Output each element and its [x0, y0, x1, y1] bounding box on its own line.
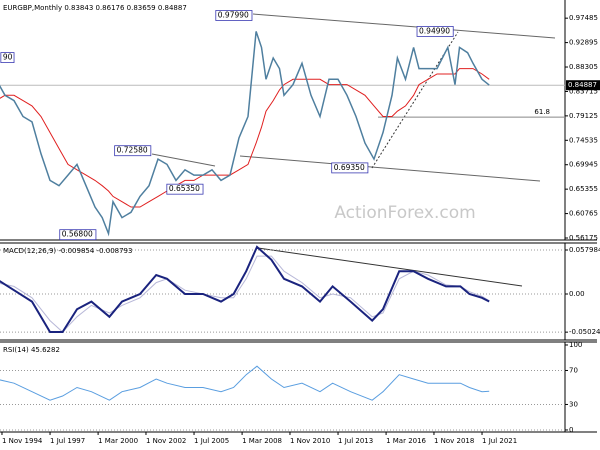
y-tick-label: 0.56175 [569, 234, 598, 242]
annotation-label: 90 [3, 53, 13, 62]
y-tick-label: 0.00 [569, 290, 585, 298]
x-tick-label: 1 Nov 2018 [434, 437, 474, 445]
trend-line [252, 13, 556, 39]
x-tick-label: 1 Mar 2000 [98, 437, 138, 445]
trend-line [371, 31, 459, 169]
y-tick-label: 0.65355 [569, 185, 598, 193]
x-tick-label: 1 Jul 1997 [50, 437, 85, 445]
trend-line [151, 153, 216, 167]
current-price-label: 0.84887 [568, 81, 597, 89]
panel-title: MACD(12,26,9) -0.009854 -0.008793 [3, 247, 132, 255]
y-tick-label: 0.92895 [569, 39, 598, 47]
annotation-label: 0.69350 [334, 163, 365, 172]
watermark: ActionForex.com [334, 203, 475, 223]
x-tick-label: 1 Nov 2010 [290, 437, 330, 445]
y-tick-label: 30 [569, 400, 578, 408]
y-tick-label: 0.79125 [569, 112, 598, 120]
series-line [0, 245, 490, 333]
y-tick-label: 0.97485 [569, 14, 598, 22]
x-tick-label: 1 Jul 2005 [194, 437, 229, 445]
y-tick-label: 0.88305 [569, 63, 598, 71]
annotation-box [331, 162, 369, 174]
trend-line [239, 155, 541, 182]
current-price-box [566, 80, 600, 91]
annotation-box [114, 145, 152, 157]
panel-title: RSI(14) 45.6282 [3, 346, 60, 354]
annotation-label: 0.94990 [419, 26, 450, 35]
annotation-label: 0.97990 [218, 10, 249, 19]
fib-label: 61.8 [534, 108, 550, 116]
y-tick-label: 0.69945 [569, 161, 598, 169]
annotation-box [416, 26, 454, 37]
series-line [0, 365, 490, 401]
annotation-label: 0.72580 [117, 146, 148, 155]
annotation-label: 0.56800 [62, 230, 93, 239]
x-tick-label: 1 Jul 2021 [482, 437, 517, 445]
y-tick-label: 0.60765 [569, 210, 598, 218]
annotation-box [0, 52, 15, 63]
panel-title: EURGBP,Monthly 0.83843 0.86176 0.83659 0… [3, 4, 187, 12]
y-tick-label: 70 [569, 366, 578, 374]
annotation-box [59, 229, 97, 241]
trend-line [257, 247, 523, 287]
series-line [0, 255, 490, 333]
x-tick-label: 1 Nov 1994 [2, 437, 43, 445]
annotation-box [215, 10, 253, 21]
x-tick-label: 1 Mar 2016 [386, 437, 426, 445]
y-tick-label: 0 [569, 426, 573, 434]
y-tick-label: 100 [569, 341, 582, 349]
series-line [0, 68, 490, 208]
series-line [0, 31, 490, 237]
y-tick-label: 0.057984 [569, 246, 600, 254]
y-tick-label: 0.74535 [569, 136, 598, 144]
y-tick-label: -0.050241 [569, 328, 600, 336]
annotation-box [166, 183, 204, 195]
x-tick-label: 1 Nov 2002 [146, 437, 186, 445]
x-tick-label: 1 Mar 2008 [242, 437, 282, 445]
annotation-label: 0.65350 [169, 184, 200, 193]
x-tick-label: 1 Jul 2013 [338, 437, 373, 445]
y-tick-label: 0.83715 [569, 87, 598, 95]
